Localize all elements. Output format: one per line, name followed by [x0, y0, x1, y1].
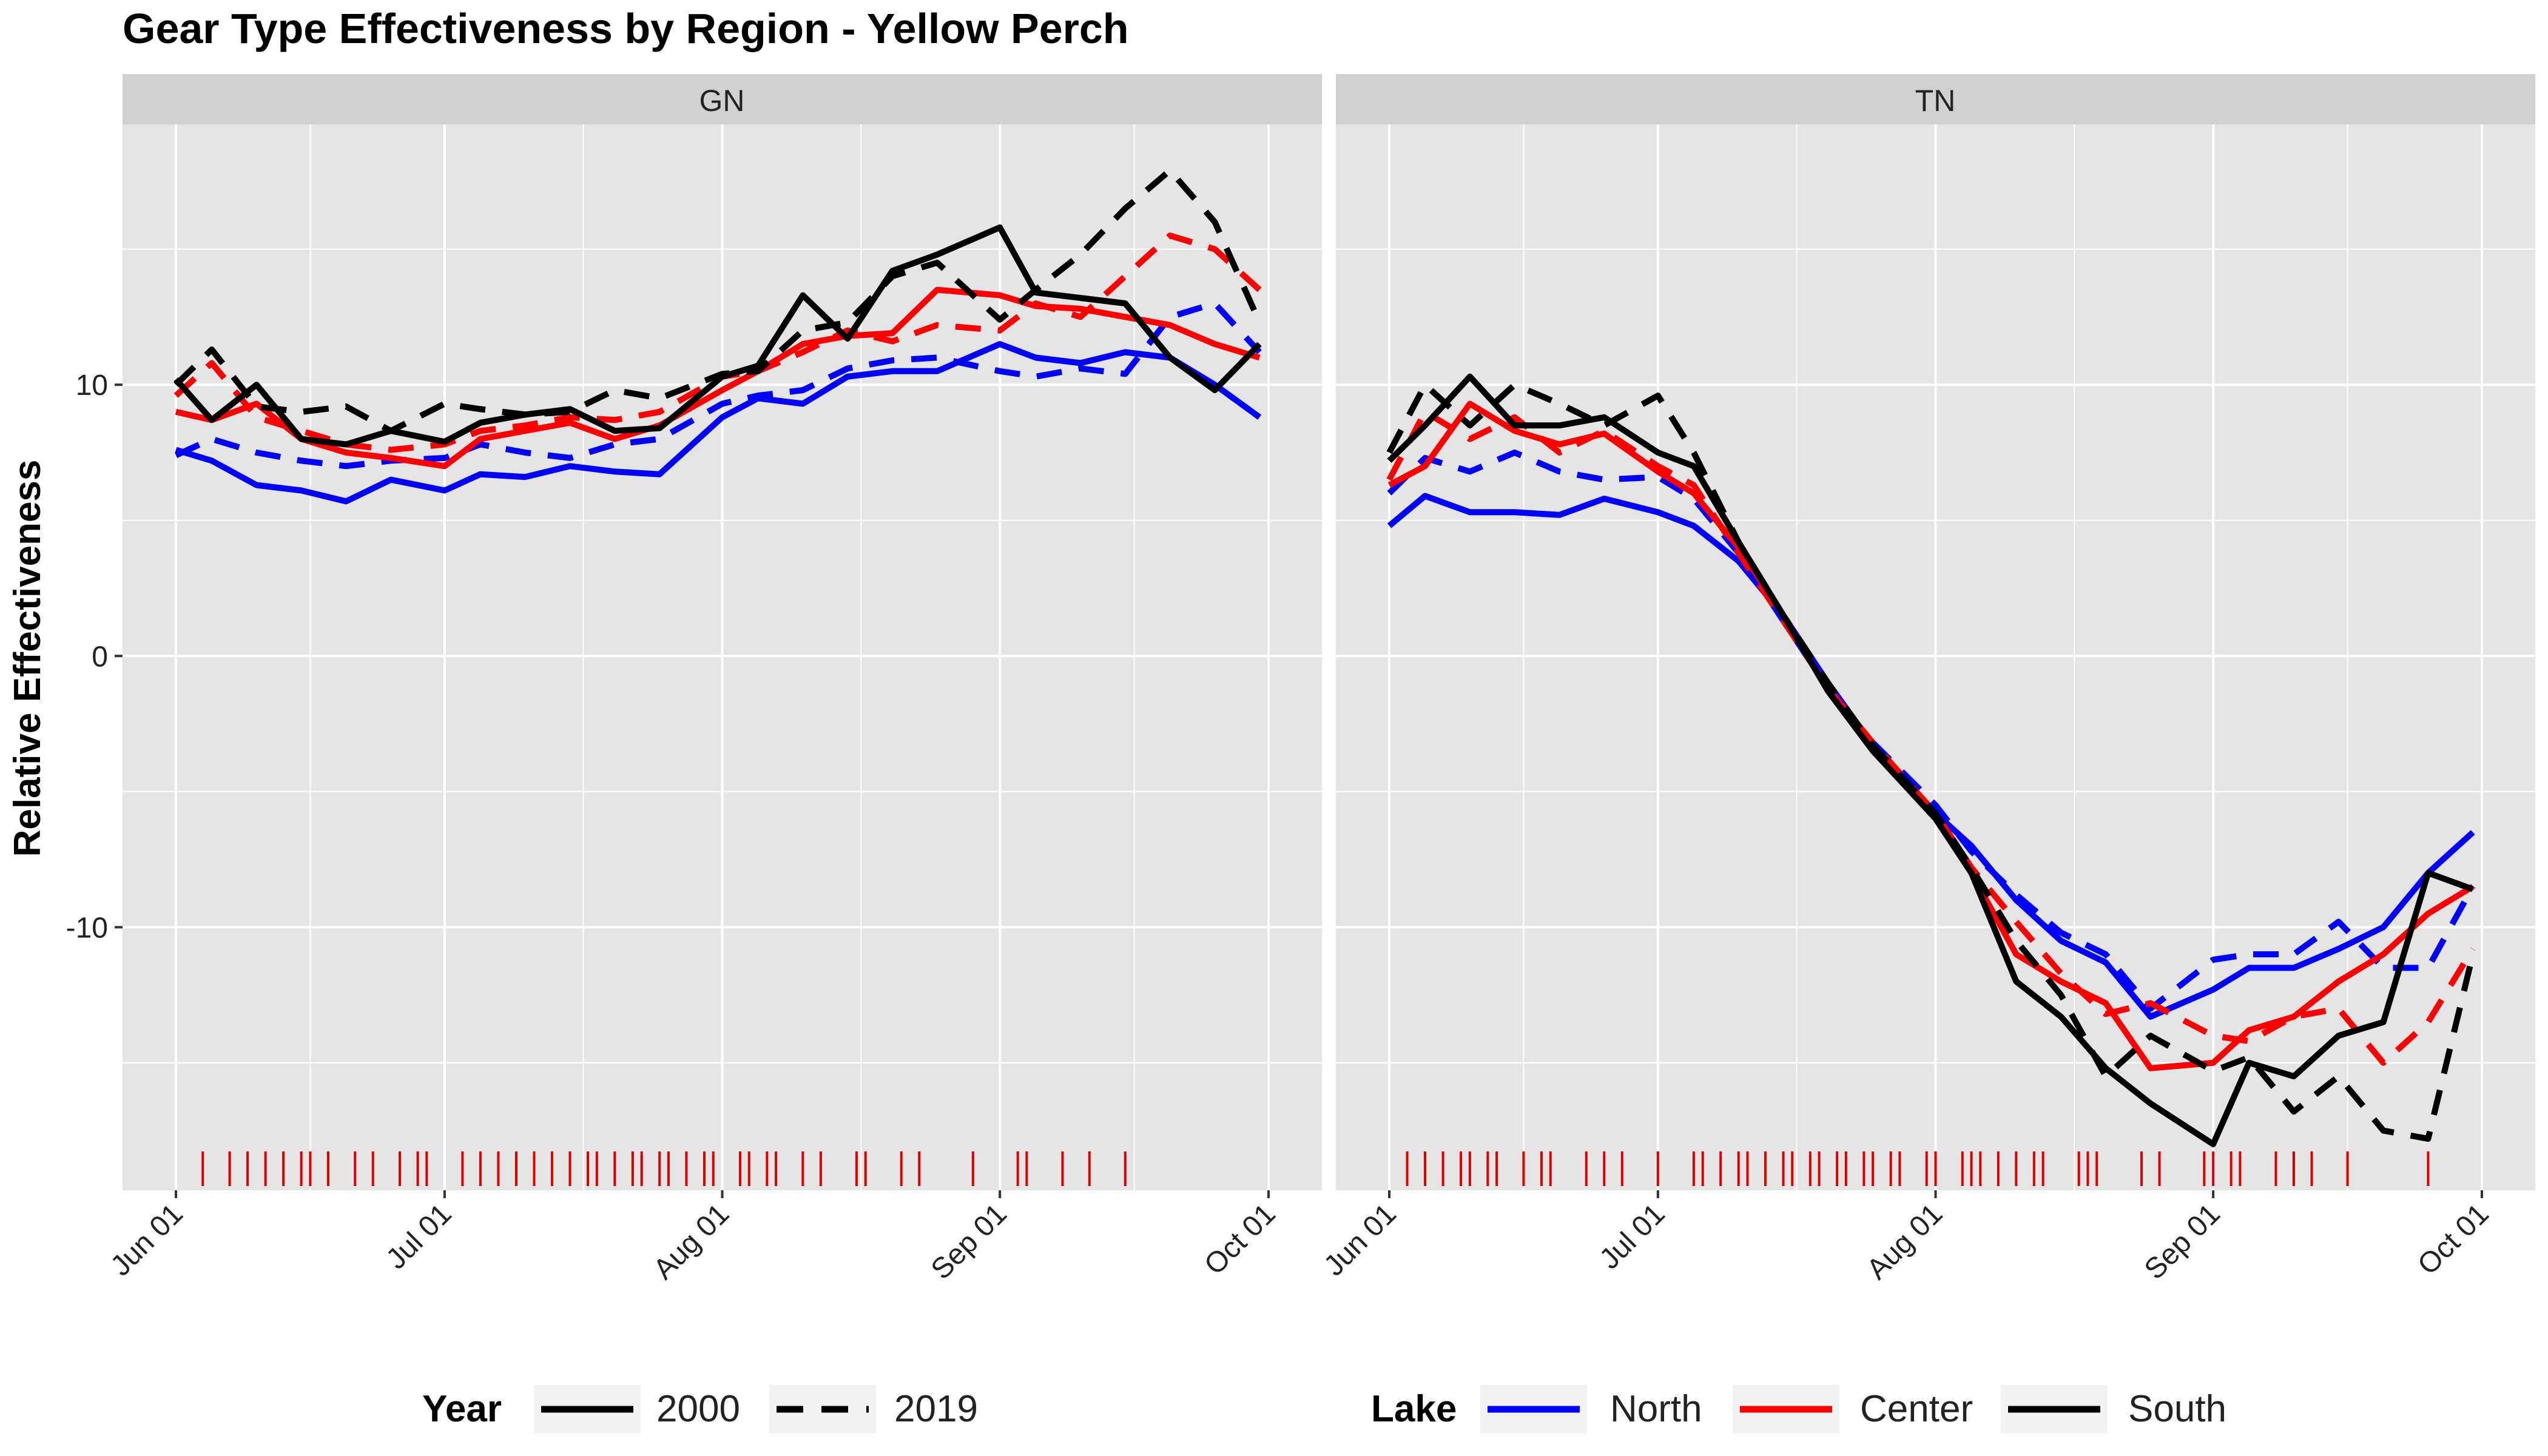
- panel-tn-series: [1386, 373, 2476, 1147]
- legend-lake: Lake North Center South: [1371, 1385, 2226, 1434]
- panel-gn-series: [174, 167, 1262, 505]
- y-tick-label: 0: [92, 641, 108, 673]
- panel-gn-rug: [201, 1151, 1127, 1186]
- x-tick-label: Aug 01: [647, 1198, 735, 1286]
- x-tick-label: Oct 01: [1198, 1198, 1281, 1281]
- legend-lake-label-center: Center: [1860, 1388, 1973, 1430]
- series-line-tn-center-2019: [1386, 408, 2476, 1066]
- legend-year-title: Year: [422, 1388, 502, 1430]
- x-tick-label: Oct 01: [2412, 1198, 2495, 1281]
- x-tick-label: Jul 01: [380, 1198, 458, 1275]
- chart-title: Gear Type Effectiveness by Region - Yell…: [123, 5, 1129, 52]
- series-line-tn-north-2019: [1387, 450, 2476, 1012]
- legend-lake-label-north: North: [1610, 1388, 1702, 1430]
- panel-gn-x-axis-ticks: Jun 01 Jul 01 Aug 01 Sep 01 Oct 01: [104, 1190, 1282, 1286]
- legend-lake-title: Lake: [1371, 1388, 1457, 1430]
- series-line-gn-north-2019: [174, 300, 1262, 470]
- x-tick-label: Jul 01: [1594, 1198, 1671, 1275]
- panel-gn-grid: [123, 124, 1322, 1190]
- panel-gn: GN -10 0 10 Jun 01 Jul 01 Aug 01 Sep 01 Oct 01: [66, 74, 1322, 1286]
- series-line-gn-south-2019: [174, 167, 1262, 434]
- x-tick-label: Aug 01: [1861, 1198, 1949, 1286]
- legend-year-label-2019: 2019: [894, 1388, 978, 1430]
- y-tick-label: 10: [76, 369, 108, 402]
- x-tick-label: Jun 01: [1318, 1198, 1402, 1282]
- panel-tn-rug: [1406, 1151, 2430, 1186]
- y-axis-ticks: -10 0 10: [66, 369, 123, 944]
- panel-tn-strip: [1336, 74, 2535, 124]
- panel-gn-strip-label: GN: [699, 84, 745, 118]
- series-line-tn-south-2019: [1386, 382, 2476, 1142]
- legend-lake-label-south: South: [2128, 1388, 2226, 1430]
- panel-gn-strip: [123, 74, 1322, 124]
- panel-tn-strip-label: TN: [1915, 84, 1956, 118]
- x-tick-label: Sep 01: [2138, 1198, 2226, 1286]
- x-tick-label: Jun 01: [104, 1198, 189, 1282]
- series-line-gn-center-2000: [175, 286, 1261, 470]
- panel-tn: TN Jun 01 Jul 01 Aug 01 Sep 01 Oct 01: [1318, 74, 2535, 1286]
- legend-year: Year 2000 2019: [422, 1385, 978, 1434]
- panel-tn-x-axis-ticks: Jun 01 Jul 01 Aug 01 Sep 01 Oct 01: [1318, 1190, 2495, 1286]
- x-tick-label: Sep 01: [925, 1198, 1013, 1286]
- y-axis-label: Relative Effectiveness: [7, 460, 49, 857]
- legend-year-label-2000: 2000: [656, 1388, 740, 1430]
- series-line-gn-north-2000: [175, 341, 1262, 505]
- y-tick-label: -10: [66, 912, 108, 944]
